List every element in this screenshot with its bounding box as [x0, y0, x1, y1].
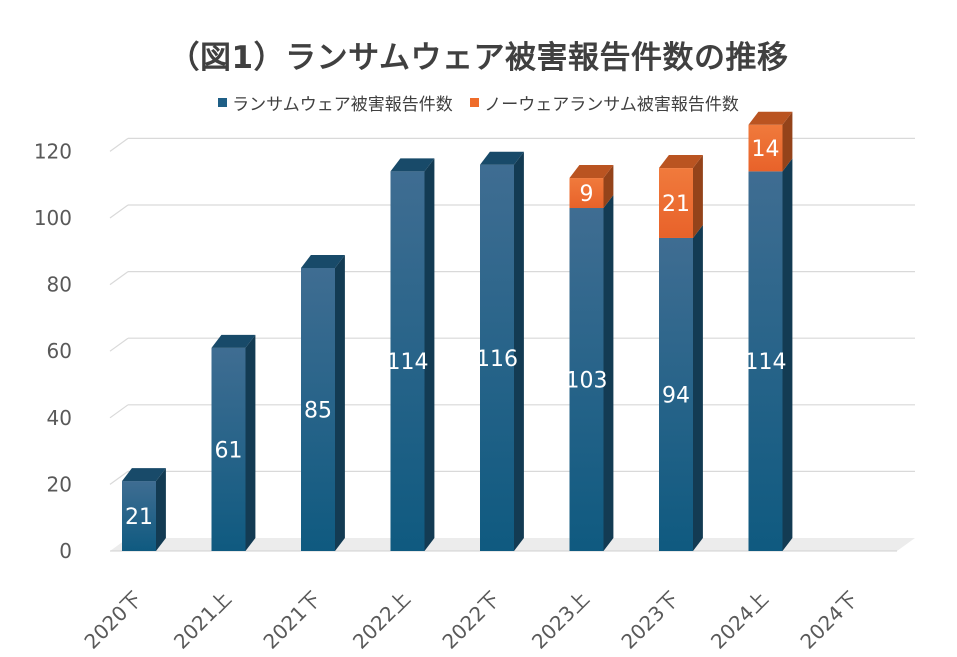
- bar-ransomware: [569, 208, 604, 551]
- bar-noware: [569, 178, 604, 209]
- data-label-ransomware: 116: [476, 347, 518, 372]
- x-tick-label: 2020下: [79, 587, 146, 654]
- gridline-depth: [109, 137, 129, 152]
- y-tick-label: 120: [34, 139, 72, 163]
- bar-ransomware: [211, 347, 246, 551]
- bar-ransomware-side: [245, 334, 256, 551]
- y-tick-label: 80: [47, 273, 72, 297]
- y-tick-label: 0: [59, 539, 72, 563]
- bar-ransomware-side: [693, 224, 703, 552]
- data-label-ransomware: 114: [387, 350, 429, 375]
- bar-noware-top: [659, 155, 703, 169]
- data-label-noware: 9: [580, 182, 594, 207]
- legend-swatch-ransomware: [218, 98, 228, 107]
- y-tick-label: 100: [34, 206, 72, 230]
- x-tick-label: 2024上: [706, 587, 773, 654]
- data-label-ransomware: 94: [662, 383, 690, 408]
- bar-noware-side: [693, 155, 703, 238]
- bar-ransomware: [659, 237, 693, 552]
- gridline-depth: [109, 271, 129, 286]
- y-tick-label: 40: [47, 406, 72, 430]
- data-label-ransomware: 21: [125, 505, 153, 530]
- legend-swatch-noware: [470, 98, 480, 107]
- bar-noware: [659, 168, 693, 238]
- legend-label-noware: ノーウェアランサム被害報告件数: [484, 95, 739, 115]
- gridline-depth: [109, 337, 129, 352]
- bar-ransomware-top: [211, 334, 256, 348]
- bar-ransomware-side: [603, 195, 614, 551]
- bar-ransomware: [390, 171, 425, 551]
- bar-ransomware: [122, 481, 156, 551]
- x-tick-label: 2021上: [169, 587, 236, 654]
- data-label-ransomware: 61: [215, 438, 243, 463]
- y-tick-label: 20: [47, 472, 72, 496]
- bar-noware-side: [782, 111, 793, 172]
- bar-ransomware-side: [156, 468, 166, 551]
- bar-ransomware: [480, 164, 514, 551]
- bar-ransomware-top: [301, 254, 345, 268]
- x-tick-label: 2021下: [258, 587, 325, 654]
- legend-item-noware: ノーウェアランサム被害報告件数: [470, 90, 739, 115]
- bar-ransomware: [301, 267, 335, 551]
- bar-ransomware-side: [335, 254, 345, 551]
- bar-ransomware-side: [424, 158, 435, 551]
- x-tick-label: 2024下: [795, 587, 862, 654]
- bar-ransomware-side: [782, 158, 793, 551]
- chart-title: （図1）ランサムウェア被害報告件数の推移: [168, 40, 789, 76]
- gridline-depth: [109, 204, 129, 219]
- legend: ランサムウェア被害報告件数 ノーウェアランサム被害報告件数: [0, 90, 957, 115]
- x-tick-label: 2023上: [527, 587, 594, 654]
- x-tick-label: 2022上: [348, 587, 415, 654]
- bar-ransomware: [748, 171, 783, 551]
- bar-ransomware-top: [390, 158, 435, 172]
- bar-noware-top: [569, 165, 614, 179]
- data-label-noware: 21: [662, 192, 690, 217]
- gridline-depth: [109, 470, 129, 485]
- bar-noware-top: [748, 111, 793, 125]
- legend-item-ransomware: ランサムウェア被害報告件数: [218, 90, 453, 115]
- bar-ransomware-side: [514, 151, 524, 551]
- y-tick-label: 60: [47, 339, 72, 363]
- data-label-ransomware: 103: [566, 369, 608, 394]
- bar-noware-side: [603, 165, 614, 209]
- gridline-depth: [109, 404, 129, 419]
- data-label-ransomware: 85: [304, 398, 332, 423]
- data-label-noware: 14: [752, 137, 780, 162]
- data-label-ransomware: 114: [745, 350, 787, 375]
- x-tick-label: 2023下: [616, 587, 683, 654]
- legend-label-ransomware: ランサムウェア被害報告件数: [232, 95, 453, 115]
- bar-noware: [748, 124, 783, 172]
- bar-ransomware-top: [480, 151, 524, 165]
- x-tick-label: 2022下: [437, 587, 504, 654]
- bar-ransomware-top: [122, 468, 166, 482]
